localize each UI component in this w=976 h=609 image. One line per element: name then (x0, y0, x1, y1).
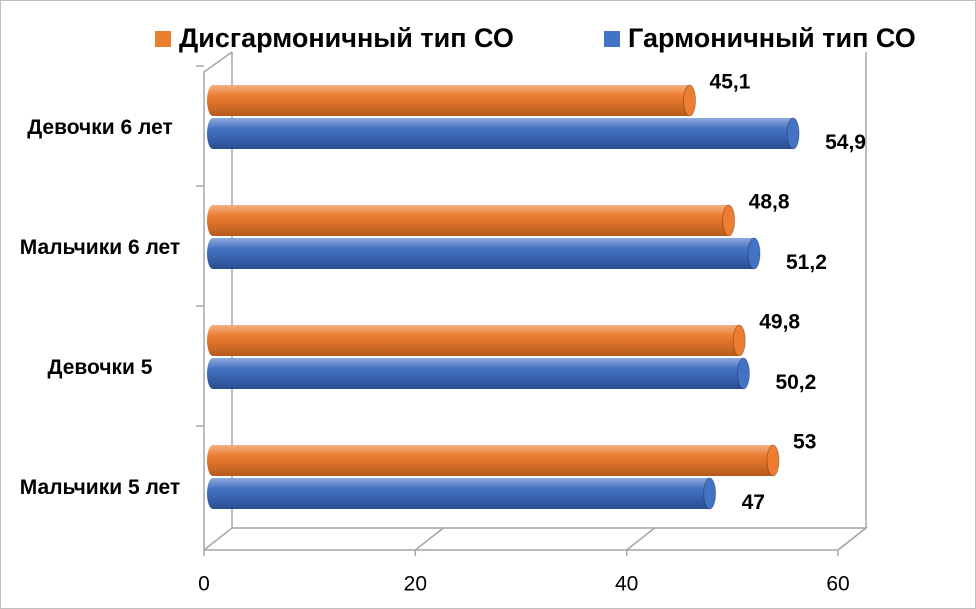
value-label: 51,2 (786, 251, 827, 274)
grid-line (837, 527, 867, 551)
bar (213, 205, 729, 236)
bar-base (207, 85, 219, 116)
y-tick-label: Мальчики 6 лет (19, 236, 181, 259)
bar (213, 478, 710, 509)
bar (213, 85, 690, 116)
bar-cap (722, 204, 736, 237)
grid-line (414, 527, 444, 551)
bar (213, 118, 794, 149)
bar-base (207, 238, 219, 269)
bar-base (207, 205, 219, 236)
legend-swatch (155, 31, 171, 47)
x-tick-label: 0 (198, 573, 210, 596)
legend-label: Гармоничный тип СО (628, 23, 916, 53)
value-label: 49,8 (759, 311, 800, 334)
y-tick-label: Девочки 5 (47, 356, 153, 379)
bar-cap (766, 444, 780, 477)
bar-cap (683, 84, 697, 117)
grid-line (203, 527, 233, 551)
x-tick-label: 60 (826, 573, 849, 596)
value-label: 47 (742, 491, 765, 514)
bar-cap (703, 477, 717, 510)
legend-label: Дисгармоничный тип СО (179, 23, 514, 53)
bar (213, 325, 740, 356)
y-tick-label: Мальчики 5 лет (19, 476, 181, 499)
bar-base (207, 118, 219, 149)
value-label: 50,2 (775, 371, 816, 394)
bar-base (207, 325, 219, 356)
bar-cap (736, 357, 750, 390)
bar-base (207, 358, 219, 389)
bar-base (207, 445, 219, 476)
bar (213, 238, 755, 269)
bar-cap (747, 237, 761, 270)
grid-line (626, 527, 656, 551)
bar-cap (732, 324, 746, 357)
bar (213, 358, 744, 389)
y-tick-label: Девочки 6 лет (27, 116, 173, 139)
bar (213, 445, 774, 476)
value-label: 53 (793, 431, 816, 454)
bar-cap (786, 117, 800, 150)
legend-swatch (604, 31, 620, 47)
bar-base (207, 478, 219, 509)
value-label: 48,8 (749, 191, 790, 214)
value-label: 54,9 (825, 131, 866, 154)
x-tick-label: 40 (615, 573, 638, 596)
value-label: 45,1 (710, 71, 751, 94)
x-tick-label: 20 (404, 573, 427, 596)
